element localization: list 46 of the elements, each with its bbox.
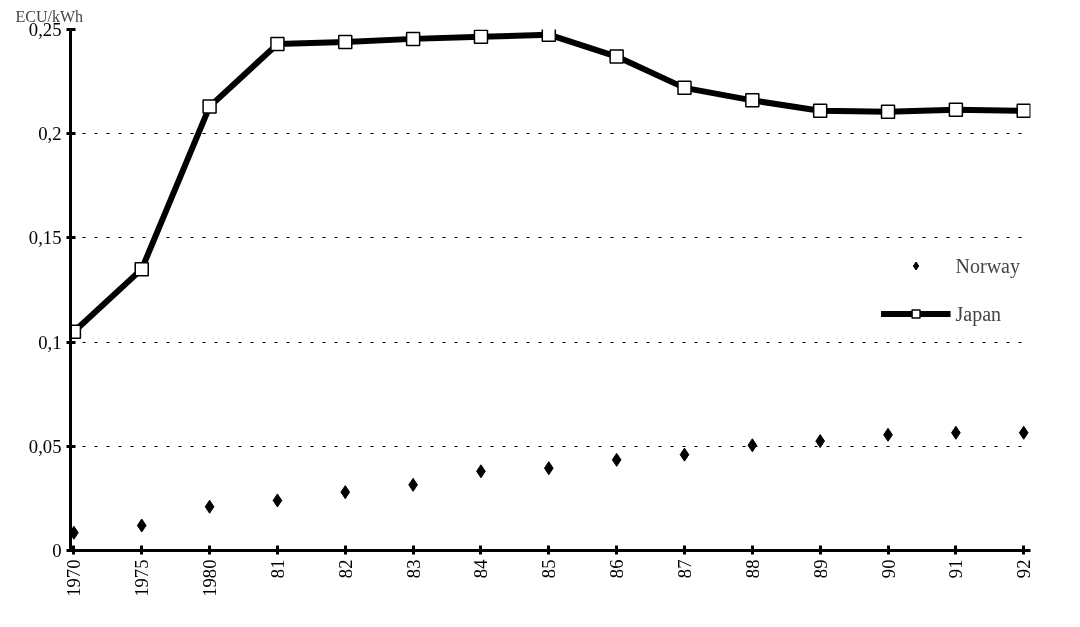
y-tick-label: 0 [52, 540, 62, 561]
x-tick-label: 1980 [199, 559, 221, 597]
point [202, 99, 217, 114]
point [473, 29, 489, 45]
x-tick-label: 91 [945, 559, 967, 579]
point [338, 34, 353, 50]
point [1018, 425, 1029, 440]
point [1016, 103, 1031, 119]
x-tick-label: 90 [877, 559, 899, 579]
legend-label: Norway [955, 254, 1020, 277]
y-tick-label: 0,2 [38, 123, 62, 145]
point [134, 261, 149, 277]
point [747, 438, 758, 453]
point [543, 461, 554, 476]
point [136, 518, 147, 533]
x-tick-label: 89 [809, 559, 831, 579]
point [812, 103, 828, 119]
point [677, 80, 692, 96]
y-tick-label: 0,1 [38, 331, 62, 353]
legend-label: Japan [955, 302, 1002, 325]
point [272, 493, 283, 508]
point [745, 93, 760, 108]
x-tick-label: 84 [470, 558, 492, 579]
point [679, 447, 690, 462]
point [204, 499, 215, 514]
x-tick-label: 1970 [63, 559, 85, 597]
x-tick-label: 83 [402, 559, 424, 579]
x-tick-label: 88 [741, 559, 763, 579]
point [880, 104, 896, 120]
x-tick-label: 87 [673, 559, 695, 579]
point [611, 452, 622, 467]
x-tick-label: 1975 [131, 559, 153, 597]
x-tick-label: 86 [606, 559, 628, 579]
x-tick-label: 82 [334, 559, 356, 579]
point [541, 29, 557, 42]
point [405, 31, 421, 47]
x-tick-label: 92 [1013, 559, 1035, 579]
point [340, 485, 351, 500]
y-tick-label: 0,15 [28, 227, 62, 249]
y-tick-label: 0,05 [28, 435, 62, 457]
x-tick-label: 85 [538, 559, 560, 579]
point [270, 36, 285, 52]
point [948, 102, 964, 117]
point [609, 49, 624, 64]
x-tick-label: 81 [266, 559, 288, 579]
point [815, 434, 826, 449]
